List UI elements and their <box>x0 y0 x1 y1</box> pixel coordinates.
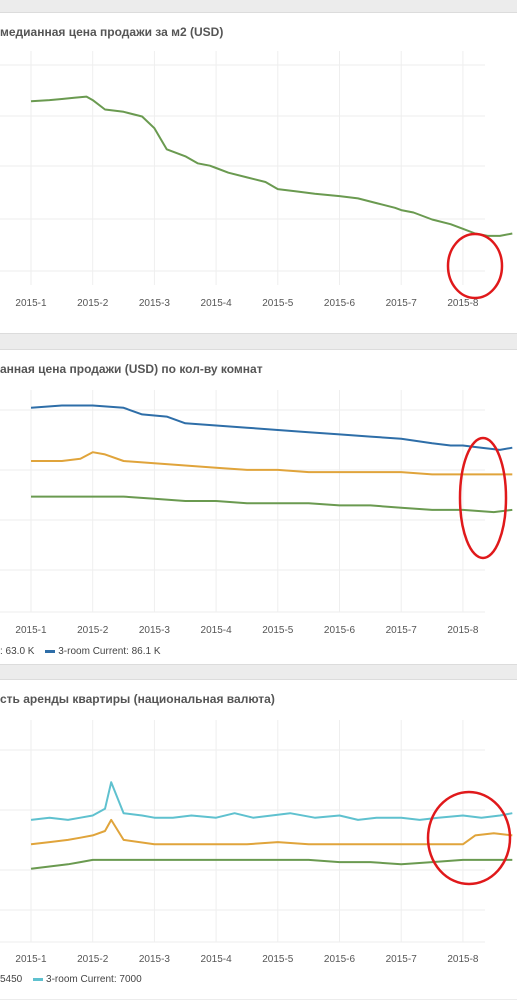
x-tick-label: 2015-4 <box>201 954 233 965</box>
legend-item[interactable]: : 63.0 K <box>0 646 37 657</box>
x-tick-label: 2015-6 <box>324 298 356 309</box>
chart-legend: 5450 3-room Current: 7000 <box>0 974 142 985</box>
x-tick-label: 2015-8 <box>447 954 479 965</box>
price-by-rooms-chart: 2015-1 2015-2 2015-3 2015-4 2015-5 2015-6 2015… <box>0 390 513 636</box>
red-highlight-ellipse <box>446 232 504 300</box>
x-tick-label: 2015-3 <box>139 954 171 965</box>
chart-title: сть аренды квартиры (национальная валюта… <box>0 692 275 706</box>
series-line-series-1[interactable] <box>31 451 513 476</box>
legend-label: : 63.0 K <box>0 646 35 657</box>
legend-swatch <box>33 977 44 981</box>
chart-title: анная цена продажи (USD) по кол-ву комна… <box>0 362 263 376</box>
x-tick-label: 2015-4 <box>201 625 233 636</box>
rent-chart: 2015-1 2015-2 2015-3 2015-4 2015-5 2015-6 2015… <box>0 720 513 965</box>
x-tick-label: 2015-7 <box>386 954 418 965</box>
x-tick-label: 2015-1 <box>15 954 47 965</box>
red-highlight-ellipse <box>426 790 512 886</box>
price-per-m2-chart: 2015-1 2015-2 2015-3 2015-4 2015-5 2015-6 2015… <box>0 51 513 309</box>
series-line-series-1[interactable] <box>30 818 513 846</box>
x-tick-label: 2015-5 <box>262 625 294 636</box>
x-tick-label: 2015-8 <box>447 298 479 309</box>
x-tick-label: 2015-2 <box>77 625 109 636</box>
x-tick-label: 2015-2 <box>77 954 109 965</box>
series-line-3-room[interactable] <box>30 404 513 451</box>
x-tick-label: 2015-2 <box>77 298 109 309</box>
legend-label: 5450 <box>0 974 23 985</box>
x-tick-label: 2015-3 <box>139 625 171 636</box>
series-line-series-2[interactable] <box>30 858 513 870</box>
chart-title: медианная цена продажи за м2 (USD) <box>0 25 224 39</box>
red-highlight-ellipse <box>458 436 508 560</box>
x-tick-label: 2015-5 <box>262 954 294 965</box>
x-tick-label: 2015-7 <box>386 298 418 309</box>
legend-swatch <box>45 649 56 653</box>
legend-item[interactable]: 5450 <box>0 974 25 985</box>
x-tick-label: 2015-6 <box>324 625 356 636</box>
chart-panel-price-by-rooms: анная цена продажи (USD) по кол-ву комна… <box>0 349 517 665</box>
chart-legend: : 63.0 K 3-room Current: 86.1 K <box>0 646 161 657</box>
legend-label: 3-room Current: 7000 <box>46 974 142 985</box>
x-tick-label: 2015-7 <box>386 625 418 636</box>
series-line-series-0[interactable] <box>30 95 513 237</box>
x-tick-label: 2015-1 <box>15 298 47 309</box>
series-line-3-room[interactable] <box>30 781 513 821</box>
x-tick-label: 2015-5 <box>262 298 294 309</box>
x-tick-label: 2015-3 <box>139 298 171 309</box>
series-line-series-2[interactable] <box>31 495 513 514</box>
x-tick-label: 2015-1 <box>15 625 47 636</box>
x-tick-label: 2015-6 <box>324 954 356 965</box>
legend-item-3-room[interactable]: 3-room Current: 86.1 K <box>45 646 161 657</box>
x-tick-label: 2015-8 <box>447 625 479 636</box>
chart-panel-rent: сть аренды квартиры (национальная валюта… <box>0 679 517 999</box>
x-tick-label: 2015-4 <box>201 298 233 309</box>
legend-item-3-room[interactable]: 3-room Current: 7000 <box>33 974 142 985</box>
legend-label: 3-room Current: 86.1 K <box>58 646 161 657</box>
chart-panel-price-per-m2: медианная цена продажи за м2 (USD) 2015-… <box>0 12 517 334</box>
